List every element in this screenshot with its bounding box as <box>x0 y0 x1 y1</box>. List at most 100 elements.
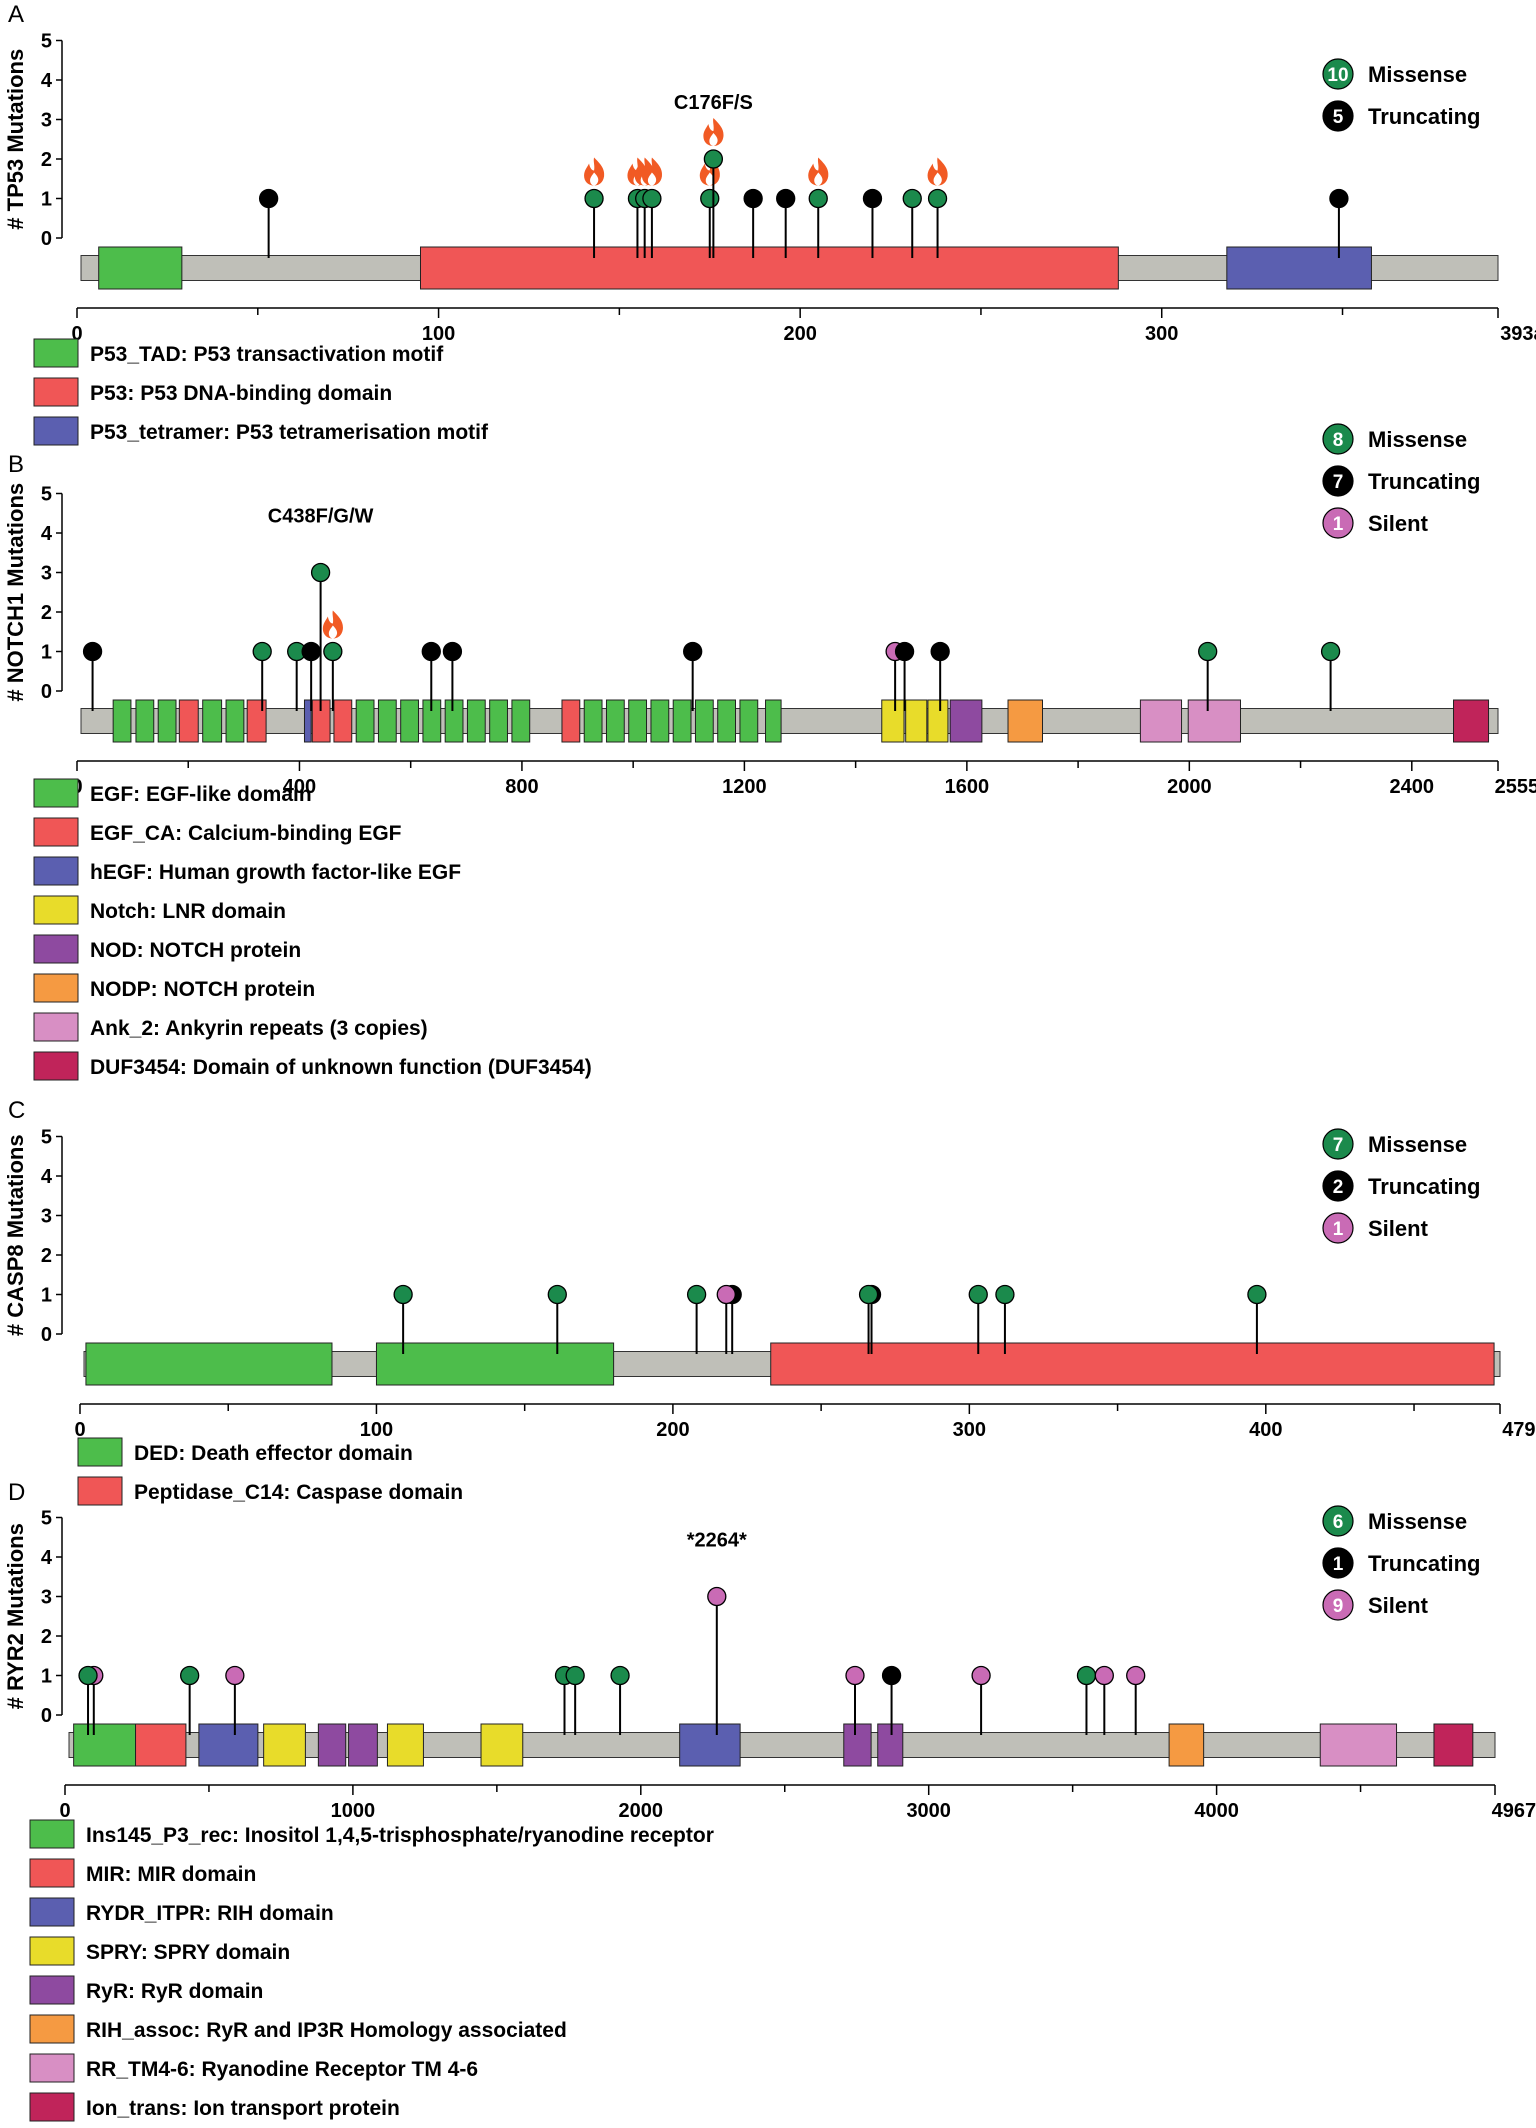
protein-backbone <box>80 708 1499 734</box>
mutation-head-missense <box>1198 641 1218 662</box>
count-legend-number: 1 <box>1333 1219 1344 1240</box>
mutation-head-truncating <box>258 188 279 209</box>
domain-box <box>73 1723 137 1767</box>
hotspot-label: C176F/S <box>674 92 753 114</box>
domain-legend-swatch <box>33 338 79 368</box>
y-tick-label: 2 <box>41 1626 52 1648</box>
domain-box <box>489 699 508 743</box>
x-tick-label: 1200 <box>722 776 767 798</box>
mutation-head-missense <box>700 188 720 209</box>
mutation-head-missense <box>610 1665 630 1686</box>
x-tick-label: 0 <box>59 1800 70 1822</box>
domain-box <box>444 699 464 743</box>
panel-label: A <box>8 1 24 28</box>
domain-box <box>949 699 983 743</box>
mutation-head-missense <box>547 1284 567 1305</box>
y-tick-label: 1 <box>41 1666 52 1688</box>
y-tick-label: 0 <box>41 1705 52 1727</box>
hotspot-flame-icon <box>927 157 948 186</box>
domain-box <box>1168 1723 1205 1767</box>
flame-outer <box>808 157 829 186</box>
y-tick-label: 3 <box>41 1587 52 1609</box>
domain-box <box>263 1723 306 1767</box>
flame-inner <box>814 172 823 186</box>
domain-box <box>317 1723 347 1767</box>
y-tick-label: 4 <box>41 1547 53 1569</box>
y-tick-label: 3 <box>41 1206 52 1228</box>
y-axis-label: # CASP8 Mutations <box>3 1134 28 1336</box>
domain-legend-swatch <box>77 1476 123 1506</box>
hotspot-label: *2264* <box>687 1530 747 1552</box>
count-legend-number: 2 <box>1333 1177 1344 1198</box>
panel-label: D <box>8 1479 25 1506</box>
x-tick-label: 2000 <box>619 1800 664 1822</box>
y-tick-label: 0 <box>41 1324 52 1346</box>
hotspot-flame-icon <box>641 157 663 186</box>
count-legend-number: 7 <box>1333 472 1344 493</box>
y-tick-label: 4 <box>41 523 53 545</box>
domain-box <box>1453 699 1490 743</box>
y-tick-label: 0 <box>41 228 52 250</box>
x-tick-label: 1600 <box>945 776 990 798</box>
mutation-head-missense <box>1076 1665 1097 1686</box>
mutation-head-missense <box>1247 1284 1267 1305</box>
hotspot-label: C438F/G/W <box>268 506 374 528</box>
domain-box <box>650 699 670 743</box>
domain-legend-swatch <box>29 1936 75 1966</box>
domain-box <box>770 1342 1495 1386</box>
count-legend-dot-truncating <box>1322 100 1354 132</box>
mutation-head-missense <box>1320 641 1341 662</box>
x-tick-label: 2000 <box>1167 776 1212 798</box>
mutation-head-truncating <box>881 1665 902 1686</box>
y-tick-label: 5 <box>41 31 52 53</box>
count-legend-label: Truncating <box>1368 104 1480 129</box>
count-legend-label: Truncating <box>1368 1174 1480 1199</box>
y-tick-label: 1 <box>41 189 52 211</box>
domain-legend-label: MIR: MIR domain <box>86 1863 256 1886</box>
mutation-head-missense <box>310 562 331 583</box>
domain-legend-swatch <box>33 1012 79 1042</box>
domain-legend-label: RR_TM4-6: Ryanodine Receptor TM 4-6 <box>86 2058 478 2081</box>
count-legend-dot-silent <box>1322 507 1354 539</box>
y-tick-label: 4 <box>41 70 53 92</box>
mutation-head-truncating <box>862 188 883 209</box>
mutation-head-missense <box>703 149 724 169</box>
count-legend-label: Silent <box>1368 1593 1429 1618</box>
mutation-head-missense <box>642 188 662 209</box>
domain-legend-swatch <box>29 1858 75 1888</box>
protein-length-label: 479aa <box>1502 1419 1536 1441</box>
domain-legend-swatch <box>29 2053 75 2083</box>
domain-box <box>303 699 312 743</box>
x-tick-label: 300 <box>953 1419 986 1441</box>
domain-legend-label: RYDR_ITPR: RIH domain <box>86 1902 334 1925</box>
domain-legend-swatch <box>33 856 79 886</box>
protein-backbone <box>68 1732 1496 1758</box>
y-tick-label: 3 <box>41 563 52 585</box>
domain-box <box>377 699 397 743</box>
y-tick-label: 0 <box>41 681 52 703</box>
mutation-head-truncating <box>421 641 441 662</box>
domain-legend-label: P53: P53 DNA-binding domain <box>90 382 392 405</box>
domain-legend-swatch <box>33 895 79 925</box>
domain-legend-swatch <box>29 1897 75 1927</box>
count-legend-number: 1 <box>1333 1554 1344 1575</box>
mutation-head-missense <box>78 1665 98 1686</box>
domain-legend-label: EGF_CA: Calcium-binding EGF <box>90 822 402 845</box>
domain-box <box>905 699 928 743</box>
mutation-head-truncating <box>894 641 915 662</box>
hotspot-flame-icon <box>584 157 605 186</box>
domain-box <box>466 699 486 743</box>
domain-box <box>112 699 132 743</box>
x-tick-label: 3000 <box>906 1800 951 1822</box>
count-legend-label: Silent <box>1368 511 1429 536</box>
mutation-head-missense <box>584 188 604 209</box>
domain-box <box>881 699 905 743</box>
mutation-head-truncating <box>1329 188 1349 209</box>
y-tick-label: 1 <box>41 642 52 664</box>
domain-legend-swatch <box>33 934 79 964</box>
x-tick-label: 0 <box>71 323 82 345</box>
domain-box <box>765 699 782 743</box>
flame-inner <box>328 625 338 639</box>
mutation-head-missense <box>858 1284 879 1305</box>
